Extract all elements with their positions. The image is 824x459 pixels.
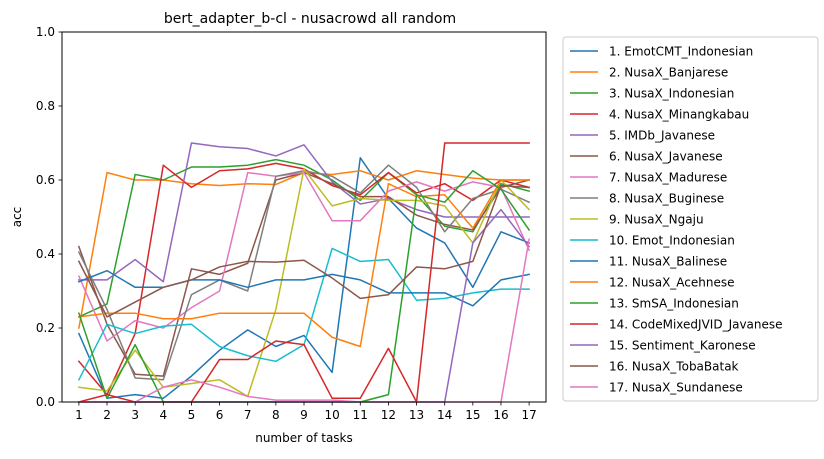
x-tick-label: 17 bbox=[521, 408, 536, 422]
series-line-3 bbox=[77, 158, 531, 318]
x-tick-label: 12 bbox=[381, 408, 396, 422]
series-line-8 bbox=[77, 164, 531, 381]
x-tick-label: 14 bbox=[437, 408, 452, 422]
y-tick-label: 0.6 bbox=[36, 173, 55, 187]
legend-label-1: 1. EmotCMT_Indonesian bbox=[609, 45, 753, 59]
x-axis-ticks: 1 2 3 4 5 6 7 8 9 10 11 12 13 14 15 16 17 bbox=[75, 402, 537, 422]
x-tick-label: 4 bbox=[159, 408, 167, 422]
legend-label-5: 5. IMDb_Javanese bbox=[609, 129, 715, 143]
legend-label-10: 10. Emot_Indonesian bbox=[609, 234, 735, 248]
legend: 1. EmotCMT_Indonesian 2. NusaX_Banjarese 3… bbox=[562, 36, 819, 402]
series-line-16 bbox=[77, 184, 530, 318]
x-tick-label: 8 bbox=[272, 408, 280, 422]
legend-label-11: 11. NusaX_Balinese bbox=[609, 255, 727, 269]
x-tick-label: 9 bbox=[300, 408, 308, 422]
legend-label-12: 12. NusaX_Acehnese bbox=[609, 276, 735, 290]
y-tick-label: 0.0 bbox=[36, 395, 55, 409]
y-tick-label: 0.4 bbox=[36, 247, 55, 261]
series-line-15 bbox=[78, 208, 531, 403]
series-line-11 bbox=[77, 269, 531, 307]
chart-title: bert_adapter_b-cl - nusacrowd all random bbox=[164, 11, 456, 27]
legend-label-14: 14. CodeMixedJVID_Javanese bbox=[609, 318, 783, 332]
series-line-12 bbox=[78, 179, 530, 348]
x-tick-label: 7 bbox=[244, 408, 252, 422]
series-layer bbox=[77, 142, 531, 403]
series-line-9 bbox=[78, 168, 531, 398]
x-tick-label: 1 bbox=[75, 408, 83, 422]
y-axis-label: acc bbox=[10, 207, 24, 228]
x-tick-label: 3 bbox=[131, 408, 139, 422]
legend-label-4: 4. NusaX_Minangkabau bbox=[609, 108, 749, 122]
x-tick-label: 11 bbox=[353, 408, 368, 422]
legend-label-6: 6. NusaX_Javanese bbox=[609, 150, 723, 164]
legend-label-2: 2. NusaX_Banjarese bbox=[609, 66, 728, 80]
legend-box bbox=[562, 36, 819, 402]
legend-label-15: 15. Sentiment_Karonese bbox=[609, 339, 756, 353]
legend-label-17: 17. NusaX_Sundanese bbox=[609, 381, 743, 395]
x-tick-label: 16 bbox=[493, 408, 508, 422]
legend-label-13: 13. SmSA_Indonesian bbox=[609, 297, 739, 311]
y-tick-label: 0.2 bbox=[36, 321, 55, 335]
legend-label-16: 16. NusaX_TobaBatak bbox=[609, 360, 739, 374]
legend-label-7: 7. NusaX_Madurese bbox=[609, 171, 727, 185]
y-tick-label: 0.8 bbox=[36, 99, 55, 113]
x-tick-label: 10 bbox=[324, 408, 339, 422]
legend-label-8: 8. NusaX_Buginese bbox=[609, 192, 724, 206]
series-line-14 bbox=[77, 142, 530, 403]
x-tick-label: 15 bbox=[465, 408, 480, 422]
legend-label-3: 3. NusaX_Indonesian bbox=[609, 87, 734, 101]
y-tick-label: 1.0 bbox=[36, 25, 55, 39]
series-line-1 bbox=[77, 157, 531, 400]
x-tick-label: 2 bbox=[103, 408, 111, 422]
legend-label-9: 9. NusaX_Ngaju bbox=[609, 213, 704, 227]
x-tick-label: 5 bbox=[188, 408, 196, 422]
series-line-4 bbox=[77, 162, 531, 396]
x-tick-label: 13 bbox=[409, 408, 424, 422]
y-axis-ticks: 0.0 0.2 0.4 0.6 0.8 1.0 bbox=[36, 25, 62, 409]
x-axis-label: number of tasks bbox=[255, 431, 353, 445]
x-tick-label: 6 bbox=[216, 408, 224, 422]
series-line-13 bbox=[77, 170, 531, 403]
